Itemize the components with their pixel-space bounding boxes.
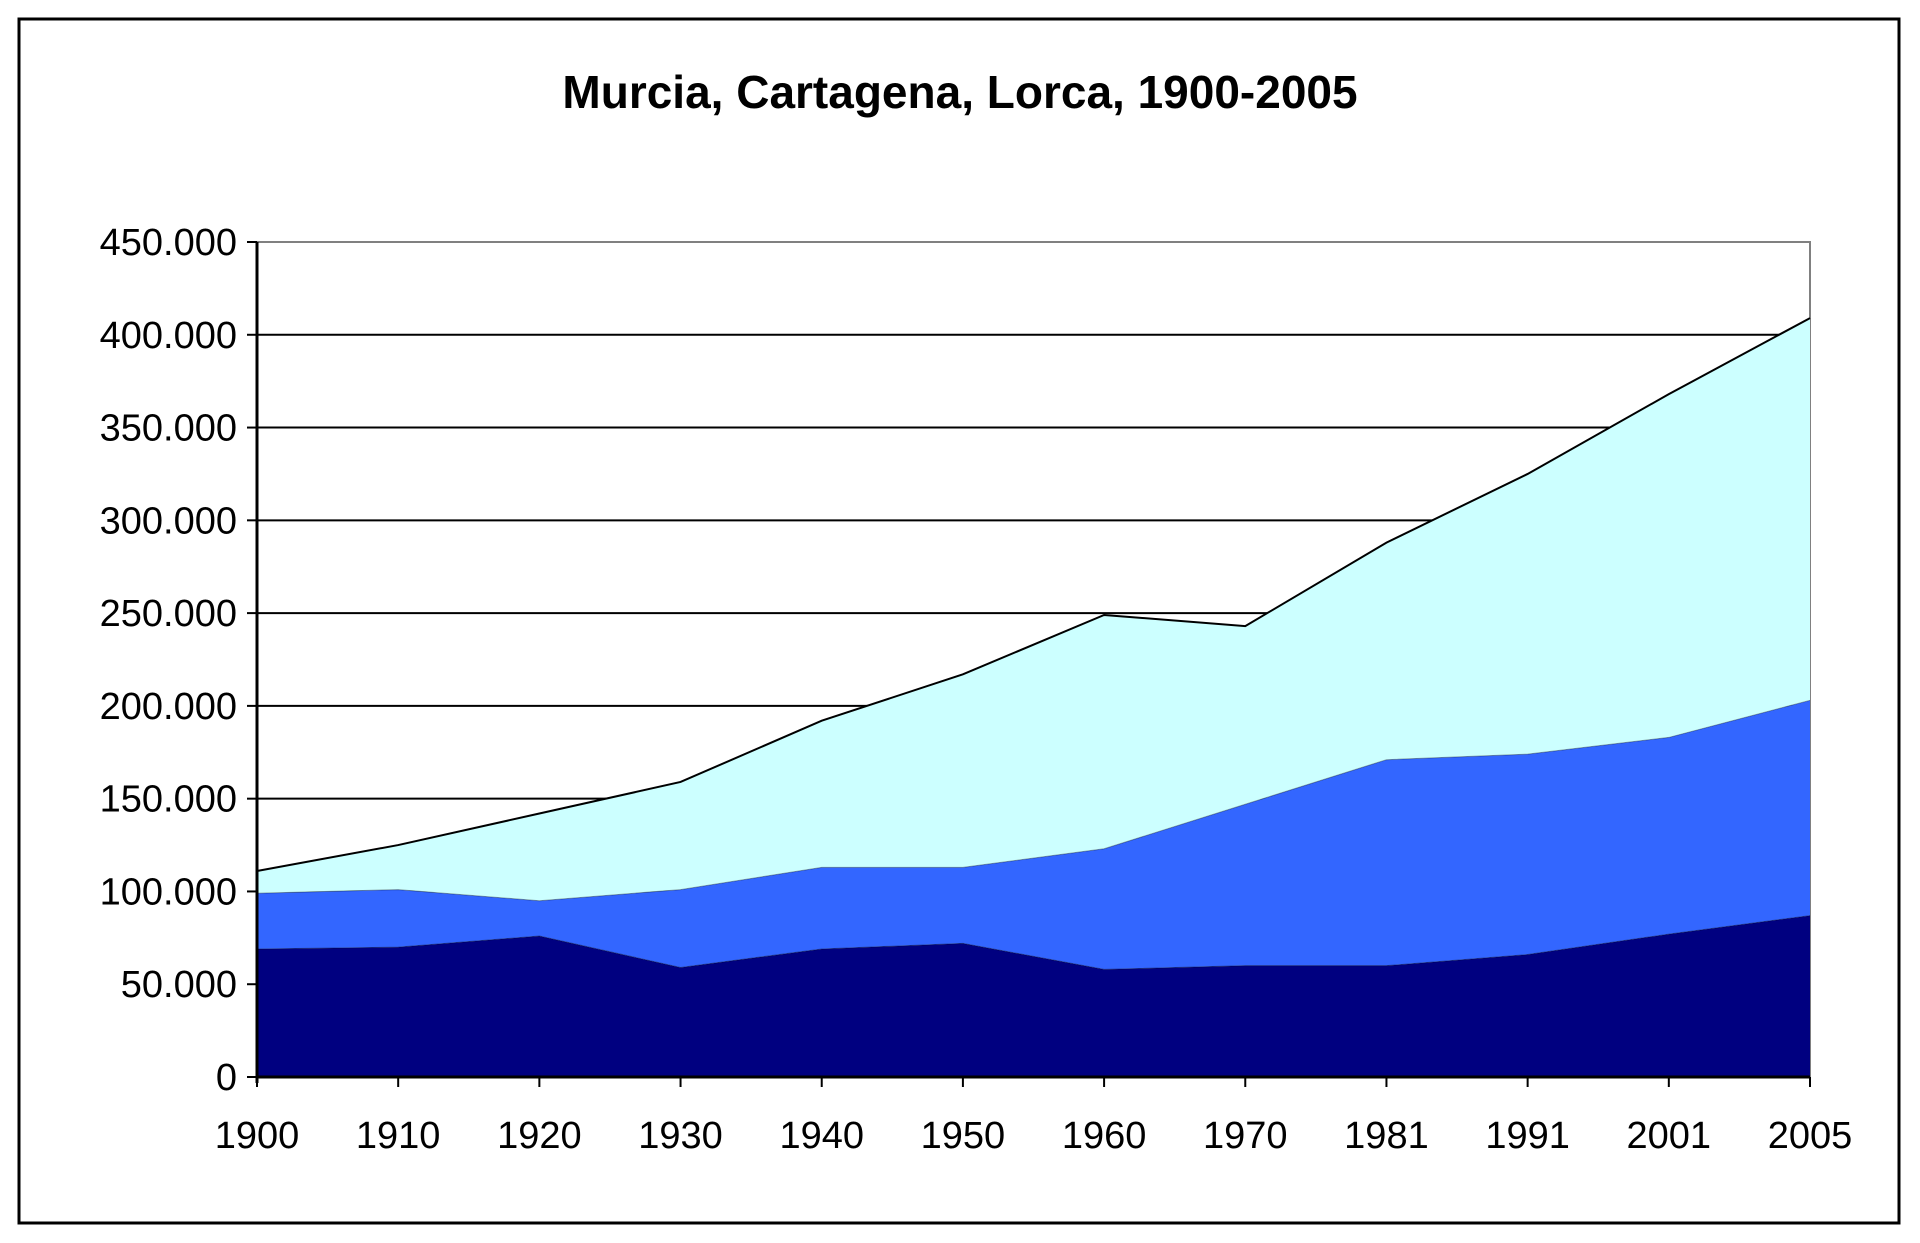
x-tick-label: 1991 — [1485, 1115, 1570, 1157]
x-tick-label: 1950 — [921, 1115, 1006, 1157]
x-tick-label: 1981 — [1344, 1115, 1429, 1157]
series-edge-2 — [256, 699, 1811, 902]
chart-title: Murcia, Cartagena, Lorca, 1900-2005 — [562, 66, 1357, 118]
y-tick-label: 200.000 — [100, 686, 237, 728]
area-series-1 — [257, 915, 1810, 1077]
x-tick-label: 2005 — [1768, 1115, 1853, 1157]
series-edge-3 — [256, 317, 1811, 873]
area-series-3 — [257, 318, 1810, 901]
y-tick-label: 150.000 — [100, 779, 237, 821]
x-tick-label: 1900 — [215, 1115, 300, 1157]
x-tick-label: 1970 — [1203, 1115, 1288, 1157]
series-edge-1 — [256, 915, 1811, 970]
y-tick-label: 400.000 — [100, 315, 237, 357]
x-tick-label: 2001 — [1627, 1115, 1712, 1157]
x-tick-label: 1930 — [638, 1115, 723, 1157]
y-tick-label: 50.000 — [121, 964, 237, 1006]
y-tick-label: 0 — [216, 1057, 237, 1099]
x-tick-label: 1940 — [779, 1115, 864, 1157]
y-tick-label: 300.000 — [100, 500, 237, 542]
x-tick-label: 1910 — [356, 1115, 441, 1157]
y-tick-label: 350.000 — [100, 408, 237, 450]
x-tick-label: 1960 — [1062, 1115, 1147, 1157]
y-tick-label: 250.000 — [100, 593, 237, 635]
y-tick-label: 100.000 — [100, 871, 237, 913]
x-tick-label: 1920 — [497, 1115, 582, 1157]
area-series-2 — [257, 700, 1810, 970]
y-tick-label: 450.000 — [100, 222, 237, 264]
